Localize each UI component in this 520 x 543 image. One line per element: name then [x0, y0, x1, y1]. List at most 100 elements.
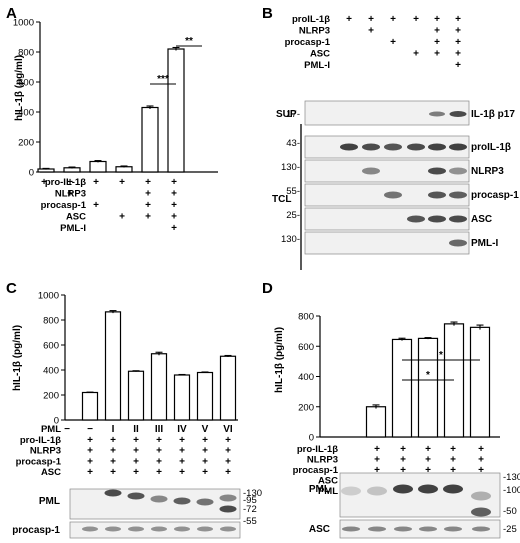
panel-c-row-mark: + — [225, 467, 231, 478]
panel-c-band — [220, 526, 236, 532]
panel-c-row-mark: + — [156, 446, 162, 457]
panel-d-bar — [365, 406, 387, 438]
panel-b-row-mark: + — [390, 37, 396, 48]
panel-c-row-mark: + — [133, 435, 139, 446]
panel-a-row-mark: + — [145, 212, 151, 223]
panel-c-pml-mw: -72 — [243, 504, 257, 515]
panel-d-row-mark: + — [450, 465, 456, 476]
panel-c-row-mark: + — [133, 456, 139, 467]
panel-b-tcl-mw: 55- — [286, 186, 300, 197]
panel-c-pml-strip — [69, 488, 241, 520]
panel-a-row-mark: + — [119, 177, 125, 188]
panel-c-row-label: PML — [41, 424, 61, 435]
panel-b-band — [449, 191, 467, 199]
panel-a-row-mark: + — [119, 212, 125, 223]
panel-b-tcl-label: procasp-1 — [471, 190, 519, 201]
panel-b-tcl-mw: 25- — [286, 210, 300, 221]
panel-d-row-mark: + — [425, 455, 431, 466]
panel-b-band — [449, 239, 467, 247]
panel-a-row-mark: + — [171, 177, 177, 188]
panel-b-row-mark: + — [455, 14, 461, 25]
panel-c-row-label: NLRP3 — [30, 446, 61, 457]
panel-b-band — [407, 143, 425, 151]
panel-a-significance-label: *** — [157, 74, 169, 85]
panel-d-row-mark: + — [478, 455, 484, 466]
panel-c-row-mark: + — [179, 435, 185, 446]
panel-b-row-mark: + — [368, 26, 374, 37]
panel-d-row-mark: + — [374, 455, 380, 466]
panel-b-band — [362, 143, 380, 151]
panel-b-row-mark: + — [434, 49, 440, 60]
panel-d-ytick-label: 200 — [298, 402, 314, 413]
panel-c-row-mark: + — [225, 456, 231, 467]
panel-b-band — [407, 215, 425, 223]
panel-a-bar — [89, 160, 107, 173]
panel-c-band — [127, 492, 145, 500]
panel-a-ytick-label: 200 — [18, 138, 34, 149]
panel-c-ytick-label: 200 — [43, 391, 59, 402]
panel-c-bar — [104, 311, 122, 421]
panel-c-row-mark: + — [133, 467, 139, 478]
panel-b-row-label: ASC — [310, 49, 330, 60]
panel-c-ylabel: hIL-1β (pg/ml) — [12, 325, 23, 391]
panel-a-row-mark: + — [93, 177, 99, 188]
panel-b-tcl-label: proIL-1β — [471, 142, 511, 153]
panel-b-sup-label: IL-1β p17 — [471, 109, 515, 120]
panel-c-band — [104, 489, 122, 497]
panel-d-row-mark: + — [374, 465, 380, 476]
panel-c-row-mark: + — [110, 435, 116, 446]
panel-d-pml-mw: -130 — [503, 472, 520, 483]
panel-a-row-label: NLRP3 — [55, 189, 86, 200]
panel-b-row-mark: + — [434, 26, 440, 37]
panel-c-bar — [196, 371, 214, 421]
panel-d-band — [393, 484, 413, 494]
panel-d-ylabel: hIL-1β (pg/ml) — [274, 327, 285, 393]
panel-d-pml-mw: -100 — [503, 485, 520, 496]
panel-c-ytick-label: 800 — [43, 316, 59, 327]
panel-a-significance-label: ** — [185, 36, 193, 47]
panel-c-row-mark: + — [225, 435, 231, 446]
panel-c-row-mark: + — [133, 446, 139, 457]
panel-c-bar — [219, 355, 237, 421]
panel-a-row-mark: + — [67, 189, 73, 200]
panel-b-group-sup: SUP — [276, 109, 297, 120]
panel-c-bar — [173, 374, 191, 421]
panel-d-row-mark: + — [374, 444, 380, 455]
panel-d-pml-mw: -50 — [503, 506, 517, 517]
panel-c-band — [219, 505, 237, 513]
panel-b-row-label: NLRP3 — [299, 26, 330, 37]
panel-d-row-label: ASC — [318, 476, 338, 487]
panel-d-row-mark: + — [400, 444, 406, 455]
panel-b-row-mark: + — [434, 37, 440, 48]
panel-b-tcl-mw: 130- — [281, 162, 300, 173]
panel-d-bar — [469, 326, 491, 438]
panel-d-band — [444, 526, 462, 532]
panel-d-significance-label: * — [439, 350, 443, 361]
panel-d-ytick-label: 600 — [298, 342, 314, 353]
panel-d-row-mark: + — [478, 444, 484, 455]
panel-c-bar — [150, 353, 168, 421]
panel-c-row-mark: V — [202, 424, 209, 435]
panel-c-row-mark: + — [179, 446, 185, 457]
panel-c-casp-mw: -55 — [243, 516, 257, 527]
panel-a-row-label: pro-IL-1β — [45, 177, 86, 188]
panel-b-band — [384, 191, 402, 199]
panel-c-ytick-label: 600 — [43, 341, 59, 352]
panel-c-row-mark: + — [87, 467, 93, 478]
panel-d-ytick-label: 800 — [298, 312, 314, 323]
panel-b-band — [429, 111, 445, 117]
panel-b-band — [384, 143, 402, 151]
panel-a-bar — [115, 166, 133, 173]
panel-a-row-mark: + — [171, 200, 177, 211]
panel-a-bar — [141, 106, 159, 173]
panel-a-row-mark: + — [67, 177, 73, 188]
panel-d-row-mark: + — [400, 465, 406, 476]
panel-d-band — [367, 486, 387, 496]
panel-c-row-mark: + — [202, 446, 208, 457]
panel-a-bar — [167, 48, 185, 173]
panel-d-row-label: procasp-1 — [293, 465, 339, 476]
panel-c-pml-label: PML — [39, 496, 60, 507]
panel-a-row-mark: + — [41, 177, 47, 188]
panel-b-row-label: PML-I — [304, 60, 330, 71]
